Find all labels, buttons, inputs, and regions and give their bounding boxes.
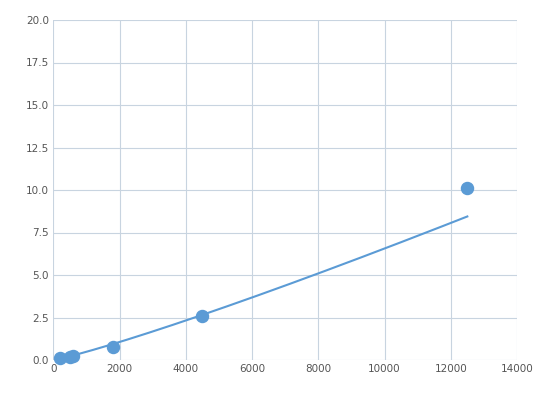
Point [69, 352, 77, 359]
Point [55, 355, 64, 362]
Point [109, 344, 117, 350]
Point [66, 354, 74, 360]
Point [463, 185, 472, 192]
Point [198, 313, 207, 319]
